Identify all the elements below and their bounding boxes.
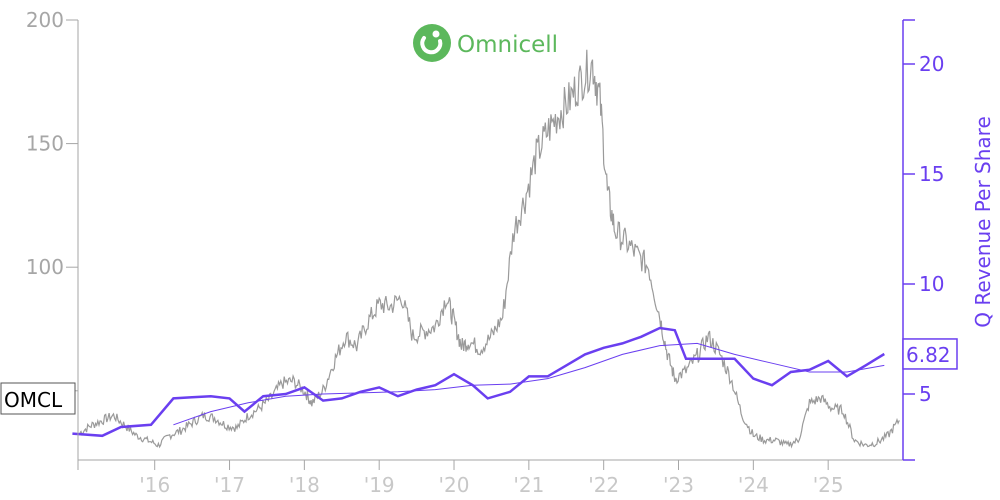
x-tick-label: '17 xyxy=(214,473,245,497)
brand-name: Omnicell xyxy=(457,32,558,58)
x-tick-label: '24 xyxy=(738,473,769,497)
right-tick-label: 15 xyxy=(919,162,944,186)
ticker-label-box xyxy=(0,382,76,415)
last-value-label: 6.82 xyxy=(906,343,951,367)
omnicell-logo-icon xyxy=(413,24,451,62)
right-tick-label: 10 xyxy=(919,272,944,296)
left-tick-label: 150 xyxy=(26,132,64,156)
x-tick-label: '18 xyxy=(289,473,320,497)
x-tick-label: '22 xyxy=(588,473,619,497)
ticker-label: OMCL xyxy=(4,388,63,412)
last-value-box xyxy=(902,338,958,370)
x-tick-label: '23 xyxy=(663,473,694,497)
right-tick-label: 5 xyxy=(919,382,932,406)
revenue-per-share-line xyxy=(72,326,885,438)
x-tick-label: '20 xyxy=(439,473,470,497)
x-tick-label: '19 xyxy=(364,473,395,497)
omnicell-logo-swirl xyxy=(420,36,443,55)
right-tick-label: 20 xyxy=(919,52,944,76)
x-tick-label: '21 xyxy=(513,473,544,497)
left-tick-label: 200 xyxy=(26,8,64,32)
revenue-trend-line xyxy=(173,342,885,426)
omnicell-logo-dot xyxy=(432,30,440,38)
right-axis-title: Q Revenue Per Share xyxy=(971,116,995,328)
x-tick-label: '25 xyxy=(813,473,844,497)
omnicell-logo: Omnicell xyxy=(413,24,558,62)
x-tick-label: '16 xyxy=(139,473,170,497)
left-tick-label: 100 xyxy=(26,255,64,279)
price-line xyxy=(79,49,900,449)
